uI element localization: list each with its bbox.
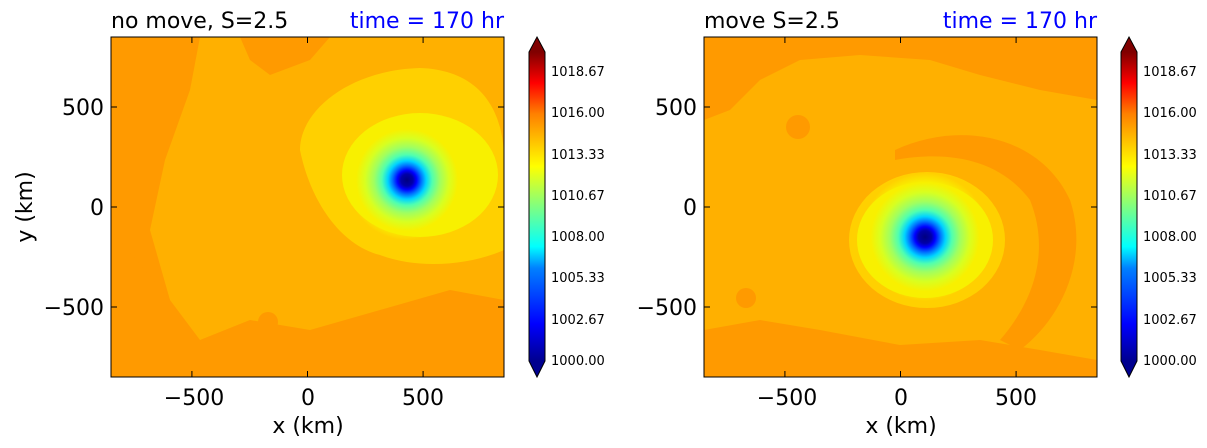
x-tick-label: −500: [757, 386, 817, 411]
chart-title-right: move S=2.5: [704, 9, 840, 34]
colorbar-extend-top-right: [1121, 37, 1137, 52]
colorbar-tick-label: 1018.67: [551, 65, 605, 80]
x-tick-label: 500: [995, 386, 1037, 411]
time-label-right: time = 170 hr: [943, 9, 1098, 34]
panel-left: no move, S=2.5 time = 170 hr x (km) y (k…: [13, 9, 505, 439]
colorbar-tick-label: 1005.33: [551, 271, 605, 286]
dark-band-bottom-left: [111, 230, 504, 377]
contour-field-right: [704, 37, 1097, 377]
dark-arc-right: [895, 135, 1077, 350]
colorbar-extend-bottom-right: [1121, 361, 1137, 377]
colorbar-tick-label: 1010.67: [551, 189, 605, 204]
dark-blob2-left: [258, 312, 278, 332]
colorbar-left: 1000.00 1002.67 1005.33 1008.00 1010.67 …: [528, 35, 605, 379]
dark-blob-left: [123, 78, 151, 106]
colorbar-tick-label: 1018.67: [1143, 65, 1197, 80]
dark-band-bottom-right: [704, 320, 1097, 377]
colorbar-tick-label: 1005.33: [1143, 271, 1197, 286]
x-tick-label: 0: [301, 386, 315, 411]
vortex-left: [347, 120, 467, 240]
y-tick-label: 0: [90, 196, 104, 221]
ticks-right: [704, 37, 1097, 377]
y-axis-label-left: y (km): [13, 171, 38, 242]
colorbar-right: 1000.00 1002.67 1005.33 1008.00 1010.67 …: [1120, 35, 1197, 379]
chart-title-left: no move, S=2.5: [111, 9, 288, 34]
x-tick-label: 0: [894, 386, 908, 411]
y-tick-label: 500: [62, 96, 104, 121]
colorbar-tick-label: 1013.33: [551, 148, 605, 163]
dark-band-top-right: [704, 37, 1097, 120]
x-tick-label: 500: [402, 386, 444, 411]
colorbar-tick-label: 1008.00: [1143, 230, 1197, 245]
colorbar-tick-label: 1002.67: [551, 313, 605, 328]
x-axis-label-right: x (km): [865, 414, 936, 439]
dark-blob3-left: [311, 350, 325, 364]
dark-patch-top-left: [240, 37, 330, 75]
colorbar-tick-label: 1008.00: [551, 230, 605, 245]
time-label-left: time = 170 hr: [350, 9, 505, 34]
vortex-right: [861, 173, 989, 301]
y-tick-label: −500: [44, 296, 104, 321]
colorbar-tick-label: 1016.00: [551, 106, 605, 121]
dark-blob2-right: [736, 288, 756, 308]
contour-field-left: [111, 37, 504, 377]
colorbar-tick-label: 1013.33: [1143, 148, 1197, 163]
colorbar-extend-bottom-left: [529, 361, 545, 377]
y-tick-label: 0: [683, 196, 697, 221]
colorbar-tick-label: 1000.00: [1143, 354, 1197, 369]
dark-blob-right: [786, 115, 810, 139]
colorbar-tick-label: 1000.00: [551, 354, 605, 369]
colorbar-body-left: [529, 52, 545, 361]
ticks-left: [111, 37, 504, 377]
colorbar-tick-label: 1002.67: [1143, 313, 1197, 328]
x-axis-label-left: x (km): [272, 414, 343, 439]
colorbar-body-right: [1121, 52, 1137, 361]
y-tick-label: 500: [655, 96, 697, 121]
panel-right: move S=2.5 time = 170 hr x (km) −500 0 5…: [637, 9, 1098, 439]
y-tick-label: −500: [637, 296, 697, 321]
x-tick-label: −500: [164, 386, 224, 411]
colorbar-tick-label: 1016.00: [1143, 106, 1197, 121]
colorbar-extend-top-left: [529, 37, 545, 52]
colorbar-tick-label: 1010.67: [1143, 189, 1197, 204]
